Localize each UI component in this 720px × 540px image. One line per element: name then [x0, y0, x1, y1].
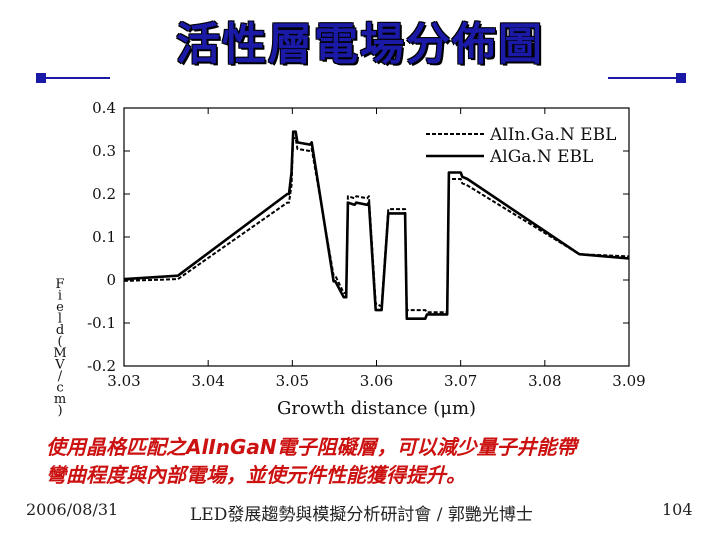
y-tick-label: 0.2 — [92, 185, 116, 203]
footer-date: 2006/08/31 — [26, 500, 119, 519]
y-tick-label: -0.1 — [87, 314, 116, 332]
y-tick-label: -0.2 — [87, 357, 116, 375]
series-line-algan-ebl — [123, 130, 630, 320]
y-axis-label-char: c — [56, 381, 63, 396]
x-tick-label: 3.06 — [360, 372, 393, 390]
page-number: 104 — [662, 500, 693, 519]
slide-caption: 使用晶格匹配之AlInGaN電子阻礙層，可以減少量子井能帶 彎曲程度與內部電場，… — [46, 433, 686, 489]
x-axis-ticks: 3.03 3.04 3.05 3.06 3.07 3.08 3.09 — [107, 108, 646, 390]
y-axis-label-char: ) — [57, 404, 62, 419]
y-axis-ticks: -0.2 -0.1 0 0.1 0.2 0.3 0.4 — [87, 99, 629, 375]
x-tick-label: 3.05 — [276, 372, 309, 390]
title-rule-right — [608, 77, 680, 79]
x-tick-label: 3.04 — [191, 372, 224, 390]
y-axis-label-char: m — [54, 392, 66, 407]
x-tick-label: 3.03 — [107, 372, 140, 390]
title-rule-right-marker — [676, 73, 686, 83]
y-tick-label: 0.3 — [92, 142, 116, 160]
y-axis-label-char: e — [56, 300, 64, 315]
series-layer — [123, 130, 630, 320]
y-axis-label-char: F — [55, 277, 64, 292]
caption-line-1: 使用晶格匹配之AlInGaN電子阻礙層，可以減少量子井能帶 — [46, 435, 577, 459]
y-tick-label: 0.4 — [92, 99, 116, 117]
legend-label: AlGa.N EBL — [489, 147, 593, 167]
y-tick-label: 0 — [106, 271, 116, 289]
slide-title: 活性層電場分佈圖 — [176, 19, 544, 70]
x-tick-label: 3.07 — [444, 372, 477, 390]
x-axis-label: Growth distance (μm) — [277, 398, 476, 419]
y-axis-label-char: / — [58, 369, 63, 384]
y-axis-label-char: M — [53, 346, 66, 361]
caption-line-2: 彎曲程度與內部電場，並使元件性能獲得提升。 — [46, 463, 466, 487]
y-axis-label-char: i — [58, 289, 62, 304]
legend-label: AlIn.Ga.N EBL — [489, 125, 616, 145]
y-axis-label-char: V — [54, 358, 65, 373]
y-axis-label-char: ( — [57, 335, 62, 350]
title-rule-left — [40, 77, 110, 79]
x-tick-label: 3.08 — [528, 372, 561, 390]
y-tick-label: 0.1 — [92, 228, 116, 246]
y-axis-label-char: l — [58, 312, 62, 327]
footer-event: LED發展趨勢與模擬分析研討會 / 郭艷光博士 — [190, 505, 533, 525]
x-tick-label: 3.09 — [612, 372, 645, 390]
y-axis-label-char: d — [56, 323, 64, 338]
